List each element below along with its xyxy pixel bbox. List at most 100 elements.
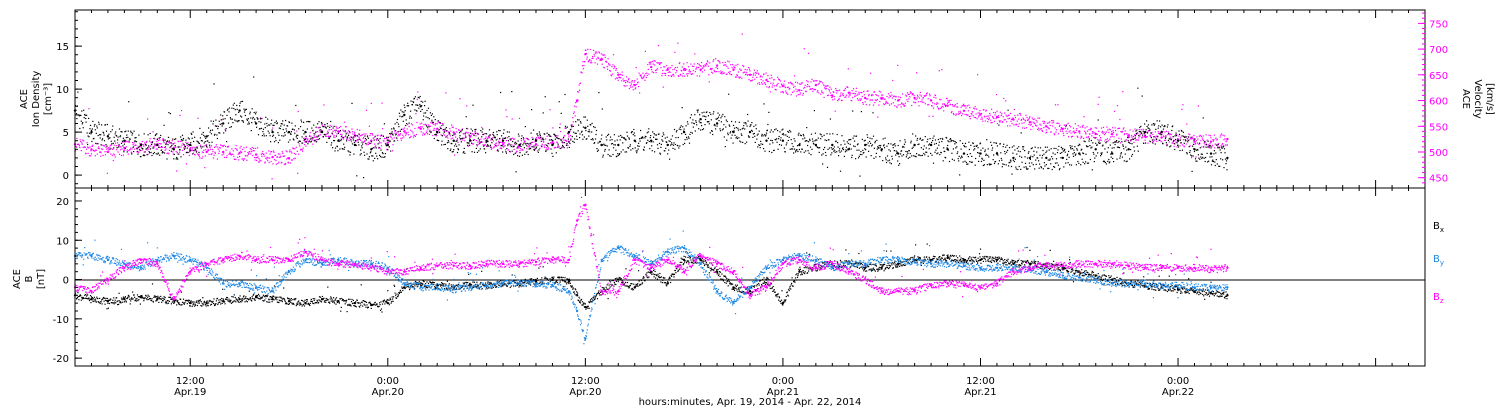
density-sample	[567, 132, 569, 134]
velocity-sample	[528, 145, 530, 147]
density-sample	[905, 150, 907, 153]
velocity-sample	[1103, 134, 1105, 136]
density-sample	[352, 139, 354, 141]
velocity-sample	[599, 59, 601, 61]
density-sample	[416, 110, 418, 112]
density-sample	[122, 145, 124, 147]
velocity-sample	[211, 153, 213, 155]
density-sample	[686, 121, 689, 123]
velocity-sample	[467, 128, 469, 130]
velocity-sample	[1136, 132, 1138, 134]
density-sample	[304, 131, 306, 133]
density-sample	[601, 134, 603, 136]
density-sample	[757, 146, 759, 148]
density-sample	[541, 138, 543, 140]
density-sample	[1174, 148, 1176, 151]
velocity-sample	[1047, 127, 1049, 129]
velocity-sample	[1212, 140, 1214, 142]
velocity-point	[436, 127, 439, 130]
velocity-sample	[175, 150, 177, 153]
velocity-sample	[749, 70, 751, 72]
velocity-sample	[731, 73, 733, 76]
velocity-sample	[893, 95, 895, 97]
density-sample	[625, 139, 627, 141]
density-point	[1209, 152, 1213, 155]
velocity-sample	[269, 153, 271, 155]
density-sample	[888, 149, 890, 151]
density-sample	[482, 133, 484, 136]
velocity-sample	[196, 153, 199, 155]
velocity-sample	[204, 155, 206, 157]
velocity-sample	[905, 95, 907, 97]
velocity-sample	[867, 90, 869, 92]
density-sample	[1189, 150, 1191, 152]
velocity-sample	[632, 86, 634, 88]
velocity-point	[452, 131, 455, 134]
density-sample	[531, 146, 533, 148]
velocity-sample	[557, 145, 559, 147]
density-sample	[603, 144, 605, 146]
velocity-sample	[762, 83, 764, 85]
density-sample	[861, 138, 863, 140]
velocity-sample	[606, 66, 608, 68]
velocity-sample	[601, 63, 603, 65]
density-sample	[333, 140, 336, 142]
density-sample	[868, 145, 870, 147]
velocity-sample	[1020, 119, 1022, 121]
velocity-sample	[426, 130, 428, 132]
density-sample	[265, 116, 267, 118]
velocity-sample	[692, 69, 694, 72]
velocity-sample	[1142, 136, 1144, 138]
density-sample	[129, 138, 131, 140]
density-sample	[420, 110, 422, 112]
density-sample	[865, 156, 867, 158]
density-sample	[123, 143, 125, 145]
velocity-sample	[1041, 130, 1044, 132]
density-sample	[89, 128, 91, 130]
velocity-sample	[1056, 122, 1059, 124]
velocity-sample	[1209, 135, 1212, 137]
density-sample	[311, 127, 313, 129]
density-sample	[1015, 168, 1017, 170]
density-sample	[666, 136, 668, 138]
velocity-sample	[813, 80, 815, 82]
density-sample	[372, 160, 374, 162]
density-sample	[227, 108, 229, 110]
velocity-sample	[753, 69, 755, 71]
density-sample	[1097, 152, 1099, 154]
velocity-sample	[551, 142, 553, 144]
velocity-sample	[828, 88, 830, 90]
density-sample	[88, 117, 90, 119]
density-sample	[330, 120, 332, 123]
density-sample	[712, 113, 714, 115]
velocity-sample	[427, 124, 430, 126]
velocity-sample	[394, 130, 396, 132]
density-sample	[655, 134, 658, 136]
density-sample	[858, 155, 860, 157]
velocity-sample	[419, 127, 421, 129]
velocity-sample	[795, 95, 798, 97]
velocity-sample	[801, 89, 803, 92]
velocity-sample	[621, 80, 623, 82]
density-sample	[295, 104, 297, 107]
velocity-sample	[567, 144, 569, 147]
density-sample	[877, 147, 879, 149]
velocity-sample	[1175, 141, 1177, 143]
density-sample	[399, 130, 401, 132]
density-sample	[569, 142, 571, 145]
velocity-sample	[302, 147, 304, 149]
density-sample	[934, 151, 936, 153]
density-sample	[493, 136, 495, 138]
density-sample	[820, 138, 822, 140]
density-sample	[326, 123, 328, 125]
density-sample	[690, 131, 692, 133]
density-sample	[822, 163, 824, 165]
velocity-sample	[1023, 118, 1025, 120]
density-sample	[488, 135, 490, 137]
density-sample	[257, 118, 259, 120]
velocity-sample	[1209, 143, 1211, 145]
density-sample	[332, 147, 334, 149]
density-sample	[997, 163, 999, 165]
velocity-sample	[1038, 129, 1040, 131]
density-sample	[778, 144, 781, 146]
